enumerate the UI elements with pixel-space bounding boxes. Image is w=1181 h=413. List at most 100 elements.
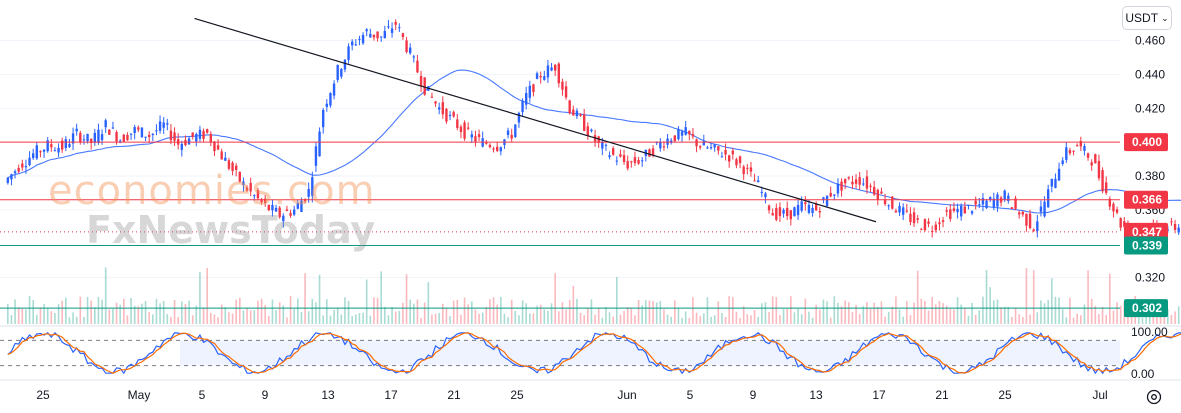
volume-bar [877, 306, 879, 324]
volume-bar [1163, 313, 1165, 324]
candle-body [13, 171, 17, 174]
candle-body [836, 183, 840, 194]
volume-bar [641, 305, 643, 324]
volume-bar [670, 316, 672, 324]
candle-body [401, 33, 405, 38]
volume-bar [811, 317, 814, 324]
volume-bar [471, 301, 473, 324]
volume-bar [518, 315, 520, 324]
volume-bar [684, 311, 687, 324]
price-tick-label: 0.420 [1135, 101, 1165, 115]
volume-bar [1014, 308, 1017, 324]
volume-bar [21, 308, 24, 324]
candle-body [147, 134, 151, 138]
volume-bar [764, 302, 767, 324]
price-label-badge [1124, 299, 1168, 318]
candle-body [104, 120, 107, 128]
volume-bar [884, 316, 886, 324]
time-tick-label: 13 [809, 388, 823, 402]
candle-body [731, 150, 735, 155]
candle-body [981, 198, 985, 205]
volume-bar [964, 308, 966, 324]
volume-bar [456, 299, 459, 324]
settings-gear-icon[interactable] [1145, 388, 1163, 406]
candle-body [144, 136, 147, 138]
price-tick-label: 0.440 [1135, 67, 1165, 81]
candle-body [1003, 190, 1006, 201]
volume-bar [90, 300, 92, 324]
candle-body [408, 47, 412, 54]
volume-bar [249, 310, 252, 324]
volume-bar [452, 300, 455, 324]
candle-body [1086, 153, 1090, 158]
volume-bar [478, 313, 480, 324]
candle-body [151, 133, 155, 135]
candle-body [466, 127, 470, 129]
volume-bar [133, 305, 136, 324]
volume-bar [170, 316, 172, 324]
candle-body [833, 194, 836, 196]
volume-bar [286, 317, 288, 324]
time-tick-label: 25 [510, 388, 524, 402]
candle-body [568, 100, 571, 114]
candle-body [86, 133, 89, 142]
price-label-text: 0.400 [1132, 135, 1162, 149]
volume-bar [1003, 306, 1006, 324]
volume-bar [630, 307, 633, 324]
candle-body [213, 141, 216, 152]
candle-body [307, 188, 310, 197]
volume-bar [108, 309, 111, 324]
volume-bar [909, 315, 912, 324]
candle-body [785, 207, 789, 216]
candle-body [862, 183, 865, 185]
candle-body [749, 167, 753, 172]
candle-body [343, 59, 347, 70]
currency-selector-button[interactable]: USDT ⌄ [1122, 6, 1172, 30]
candle-body [169, 130, 173, 141]
volume-bar [220, 304, 223, 324]
candle-body [441, 102, 445, 115]
time-tick-label: 25 [36, 388, 50, 402]
candle-body [79, 132, 82, 143]
volume-bar [732, 297, 734, 324]
candle-body [934, 224, 938, 231]
candle-body [187, 138, 191, 145]
candle-body [1007, 195, 1010, 202]
candle-body [967, 205, 970, 207]
volume-bar [967, 315, 970, 324]
candle-body [586, 126, 590, 136]
volume-bar [123, 298, 125, 324]
volume-bar [768, 312, 770, 324]
candle-body [198, 129, 202, 139]
volume-bar [326, 299, 328, 324]
volume-bar [529, 313, 531, 324]
candle-body [470, 134, 474, 138]
volume-bar [271, 299, 274, 324]
volume-bar [191, 315, 194, 324]
volume-bar [558, 311, 560, 324]
candle-body [753, 180, 756, 182]
volume-bar [931, 297, 933, 324]
volume-bar [648, 300, 651, 324]
candle-body [405, 40, 408, 52]
volume-bar [427, 282, 430, 324]
volume-bar [75, 316, 78, 324]
candle-body [1072, 150, 1075, 152]
volume-bar [753, 310, 756, 324]
candle-body [793, 207, 796, 217]
candle-body [691, 134, 695, 137]
candle-body [510, 134, 513, 139]
volume-bar [514, 310, 517, 324]
candle-body [314, 146, 318, 166]
volume-bar [703, 313, 705, 324]
volume-bar [173, 299, 176, 324]
time-axis: 25 May 5 9 13 17 21 25 Jun 5 9 13 17 21 25 Jul [0, 379, 1181, 402]
osc-band [180, 340, 1120, 366]
candle-body [640, 160, 644, 162]
volume-bar [1105, 314, 1107, 324]
candle-body [1032, 229, 1035, 231]
candle-body [111, 127, 115, 129]
volume-bar [550, 303, 553, 324]
candle-body [292, 209, 296, 215]
candle-body [53, 150, 57, 152]
